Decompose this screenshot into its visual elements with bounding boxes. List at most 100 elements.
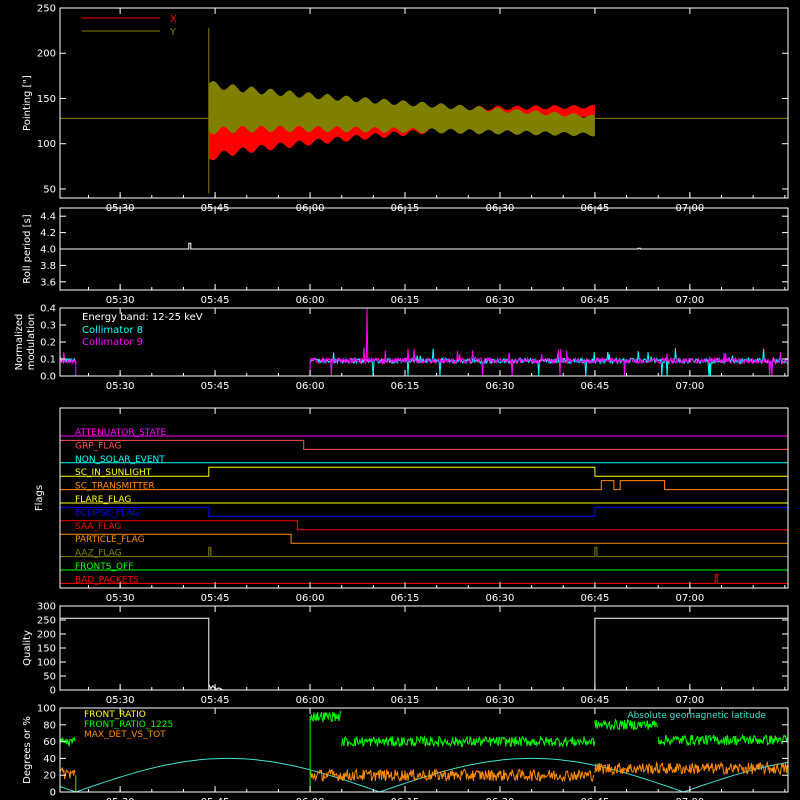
x-tick-label: 05:45 [201,203,230,214]
x-tick-label: 06:30 [486,593,515,604]
x-tick-label: 05:45 [201,695,230,706]
x-tick-label: 06:45 [581,797,610,800]
y-tick-label: 50 [43,672,56,683]
y-tick-label: 100 [37,658,56,669]
quality-residue [208,684,224,691]
series-front-ratio-1225 [309,710,342,724]
y-tick-label: 0 [50,788,56,799]
panel-frame [59,7,789,199]
y-tick-label: 100 [37,704,56,715]
x-tick-label: 06:15 [391,381,420,392]
y-tick-label: 250 [37,616,56,627]
x-tick-label: 07:00 [675,797,704,800]
y-tick-label: 3.6 [40,277,56,288]
legend-label-front-ratio: FRONT_RATIO [84,710,146,720]
y-tick-label: 3.8 [40,261,56,272]
flag-particle-flag-label: PARTICLE_FLAG [75,535,145,545]
series-max-det-vs-tot [309,768,595,783]
x-tick-label: 07:00 [675,203,704,214]
flag-particle-flag-line [60,533,788,544]
flag-attenuator-state-label: ATTENUATOR_STATE [75,428,167,438]
y-tick-label: 80 [43,720,56,731]
x-tick-label: 05:45 [201,381,230,392]
y-tick-label: 0.3 [40,321,56,332]
x-tick-label: 06:00 [296,797,325,800]
x-tick-label: 06:00 [296,593,325,604]
roll-period-line [60,242,788,250]
flag-bad-packets-label: BAD_PACKETS [75,575,139,585]
x-tick-label: 06:15 [391,695,420,706]
flag-eclipse-flag-label: ECLIPSE_FLAG [75,508,139,518]
x-tick-label: 06:00 [296,695,325,706]
flag-grp-flag-label: GRP_FLAG [75,441,122,451]
energy-band-annotation: Energy band: 12-25 keV [82,312,203,323]
x-tick-label: 06:00 [296,295,325,306]
x-tick-label: 06:30 [486,203,515,214]
y-axis-label: Flags [34,485,45,511]
x-tick-label: 06:45 [581,593,610,604]
modulation-series-collimator-9 [309,307,789,377]
y-tick-label: 4.2 [40,228,56,239]
x-tick-label: 07:00 [675,381,704,392]
y-axis-label-line2: modulation [26,314,37,371]
series-y-envelope [208,81,595,137]
y-tick-label: 0.1 [40,355,56,366]
x-tick-label: 05:30 [106,203,135,214]
x-tick-label: 06:45 [581,695,610,706]
y-axis-label: Degrees or % [22,716,33,784]
flag-sc-transmitter-line [60,480,788,491]
y-tick-label: 200 [37,630,56,641]
x-tick-label: 05:45 [201,295,230,306]
y-tick-label: 200 [37,49,56,60]
x-tick-label: 05:45 [201,593,230,604]
x-tick-label: 06:15 [391,295,420,306]
x-tick-label: 05:30 [106,593,135,604]
x-tick-label: 05:45 [201,797,230,800]
y-axis-label: Quality [22,630,33,666]
modulation-series-collimator-9 [59,352,76,365]
x-tick-label: 06:00 [296,203,325,214]
y-axis-label: Roll period [s] [22,214,33,283]
flag-non-solar-event-label: NON_SOLAR_EVENT [75,455,165,465]
y-axis-label: Pointing ["] [22,75,33,131]
flag-eclipse-flag-line [60,506,788,517]
y-tick-label: 60 [43,737,56,748]
x-tick-label: 06:15 [391,203,420,214]
x-tick-label: 06:15 [391,797,420,800]
y-axis-label-line1: Normalized [14,314,25,371]
y-tick-label: 0 [50,686,56,697]
y-tick-label: 4.4 [40,212,56,223]
flag-saa-flag-label: SAA_FLAG [75,522,121,532]
flag-sc-in-sunlight-label: SC_IN_SUNLIGHT [75,468,152,478]
y-tick-label: 150 [37,644,56,655]
series-max-det-vs-tot [594,761,789,776]
y-tick-label: 20 [43,771,56,782]
y-tick-label: 300 [37,602,56,613]
x-tick-label: 07:00 [675,295,704,306]
y-tick-label: 4.0 [40,245,56,256]
flag-sc-in-sunlight-line [60,466,788,477]
series-geomagnetic-latitude [59,757,789,793]
y-tick-label: 150 [37,94,56,105]
x-tick-label: 06:30 [486,695,515,706]
y-tick-label: 250 [37,4,56,15]
series-front-ratio-1225 [594,718,659,732]
legend-label-collimator-9: Collimator 9 [82,337,143,348]
flag-bad-packets-line [60,573,788,584]
x-tick-label: 06:30 [486,797,515,800]
x-tick-label: 06:30 [486,381,515,392]
panel-frame [59,407,789,589]
y-tick-label: 50 [43,184,56,195]
legend-label-max-det-vs-tot: MAX_DET_VS_TOT [84,730,166,740]
legend-label-front-ratio-1225: FRONT_RATIO_1225 [84,720,173,730]
legend-label-collimator-8: Collimator 8 [82,325,143,336]
flag-flare-flag-label: FLARE_FLAG [75,495,131,505]
flag-saa-flag-line [60,520,788,531]
y-tick-label: 0.0 [40,372,56,383]
x-tick-label: 06:30 [486,295,515,306]
labels-layer: 05:30 05:45 06:00 06:15 06:30 06:45 07:00 50 100… [14,4,766,800]
panel-frame [59,707,789,793]
modulation-series-collimator-8 [309,348,789,377]
data-layer [59,17,789,793]
